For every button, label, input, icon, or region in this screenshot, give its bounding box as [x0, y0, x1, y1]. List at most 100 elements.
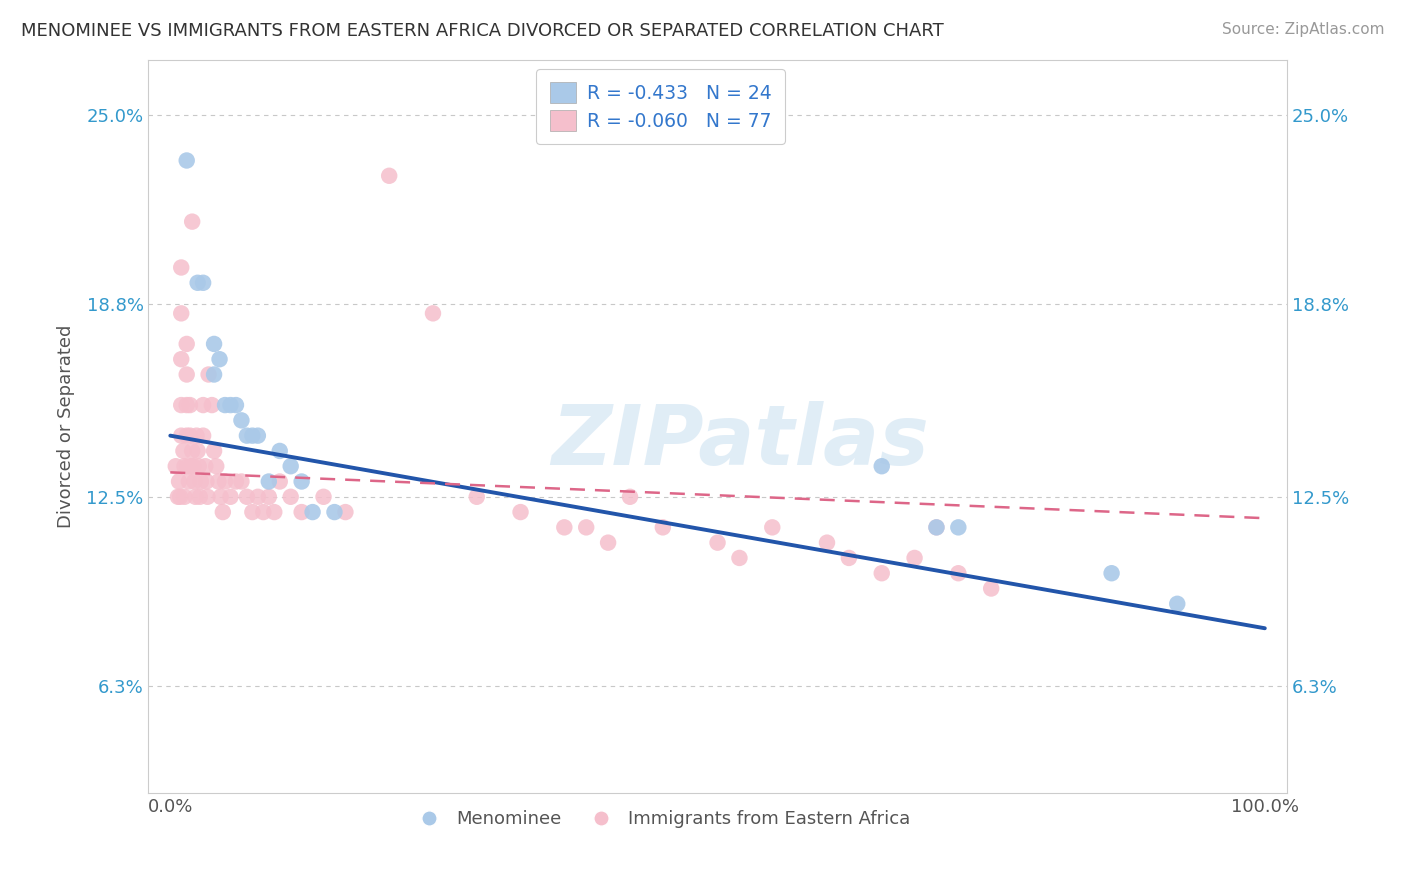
Point: [209, 490, 232, 504]
Point: [619, 490, 641, 504]
Point: [179, 398, 201, 412]
Point: [176, 337, 198, 351]
Point: [177, 475, 200, 489]
Point: [422, 306, 444, 320]
Point: [170, 428, 193, 442]
Point: [194, 459, 217, 474]
Point: [167, 490, 190, 504]
Point: [211, 505, 233, 519]
Point: [236, 490, 259, 504]
Point: [172, 444, 194, 458]
Point: [925, 520, 948, 534]
Point: [335, 505, 357, 519]
Point: [181, 459, 204, 474]
Point: [170, 260, 193, 275]
Point: [187, 459, 209, 474]
Point: [170, 398, 193, 412]
Point: [509, 505, 531, 519]
Point: [761, 520, 783, 534]
Point: [176, 428, 198, 442]
Point: [208, 352, 231, 367]
Point: [246, 428, 269, 442]
Point: [187, 276, 209, 290]
Point: [181, 444, 204, 458]
Point: [219, 490, 242, 504]
Point: [202, 337, 225, 351]
Point: [179, 428, 201, 442]
Point: [167, 475, 190, 489]
Point: [202, 444, 225, 458]
Point: [312, 490, 335, 504]
Point: [252, 505, 274, 519]
Point: [184, 490, 207, 504]
Point: [205, 459, 228, 474]
Point: [177, 459, 200, 474]
Point: [269, 444, 291, 458]
Point: [191, 428, 214, 442]
Point: [201, 398, 224, 412]
Point: [191, 398, 214, 412]
Point: [173, 490, 195, 504]
Point: [165, 459, 187, 474]
Point: [170, 352, 193, 367]
Point: [176, 398, 198, 412]
Point: [301, 505, 323, 519]
Point: [728, 550, 751, 565]
Point: [176, 368, 198, 382]
Point: [291, 505, 314, 519]
Point: [197, 490, 219, 504]
Point: [1166, 597, 1188, 611]
Point: [242, 505, 264, 519]
Point: [186, 428, 208, 442]
Point: [169, 490, 191, 504]
Point: [257, 490, 280, 504]
Point: [190, 475, 212, 489]
Point: [236, 428, 259, 442]
Point: [870, 459, 893, 474]
Point: [553, 520, 575, 534]
Point: [170, 306, 193, 320]
Point: [948, 520, 970, 534]
Point: [246, 490, 269, 504]
Point: [225, 398, 247, 412]
Point: [280, 490, 302, 504]
Point: [202, 368, 225, 382]
Point: [291, 475, 314, 489]
Point: [269, 475, 291, 489]
Point: [870, 566, 893, 581]
Point: [207, 475, 229, 489]
Point: [280, 459, 302, 474]
Point: [188, 490, 211, 504]
Point: [231, 475, 253, 489]
Text: ZIPatlas: ZIPatlas: [551, 401, 929, 482]
Point: [465, 490, 488, 504]
Point: [197, 368, 219, 382]
Point: [187, 444, 209, 458]
Y-axis label: Divorced or Separated: Divorced or Separated: [58, 325, 75, 528]
Point: [173, 459, 195, 474]
Point: [191, 276, 214, 290]
Point: [195, 475, 218, 489]
Point: [242, 428, 264, 442]
Point: [180, 459, 202, 474]
Point: [378, 169, 401, 183]
Point: [706, 535, 728, 549]
Text: Source: ZipAtlas.com: Source: ZipAtlas.com: [1222, 22, 1385, 37]
Point: [838, 550, 860, 565]
Point: [903, 550, 925, 565]
Point: [176, 153, 198, 168]
Point: [214, 398, 236, 412]
Point: [925, 520, 948, 534]
Point: [815, 535, 838, 549]
Point: [323, 505, 346, 519]
Point: [219, 398, 242, 412]
Point: [575, 520, 598, 534]
Point: [980, 582, 1002, 596]
Point: [598, 535, 620, 549]
Point: [214, 475, 236, 489]
Point: [231, 413, 253, 427]
Point: [257, 475, 280, 489]
Point: [225, 475, 247, 489]
Point: [948, 566, 970, 581]
Point: [651, 520, 673, 534]
